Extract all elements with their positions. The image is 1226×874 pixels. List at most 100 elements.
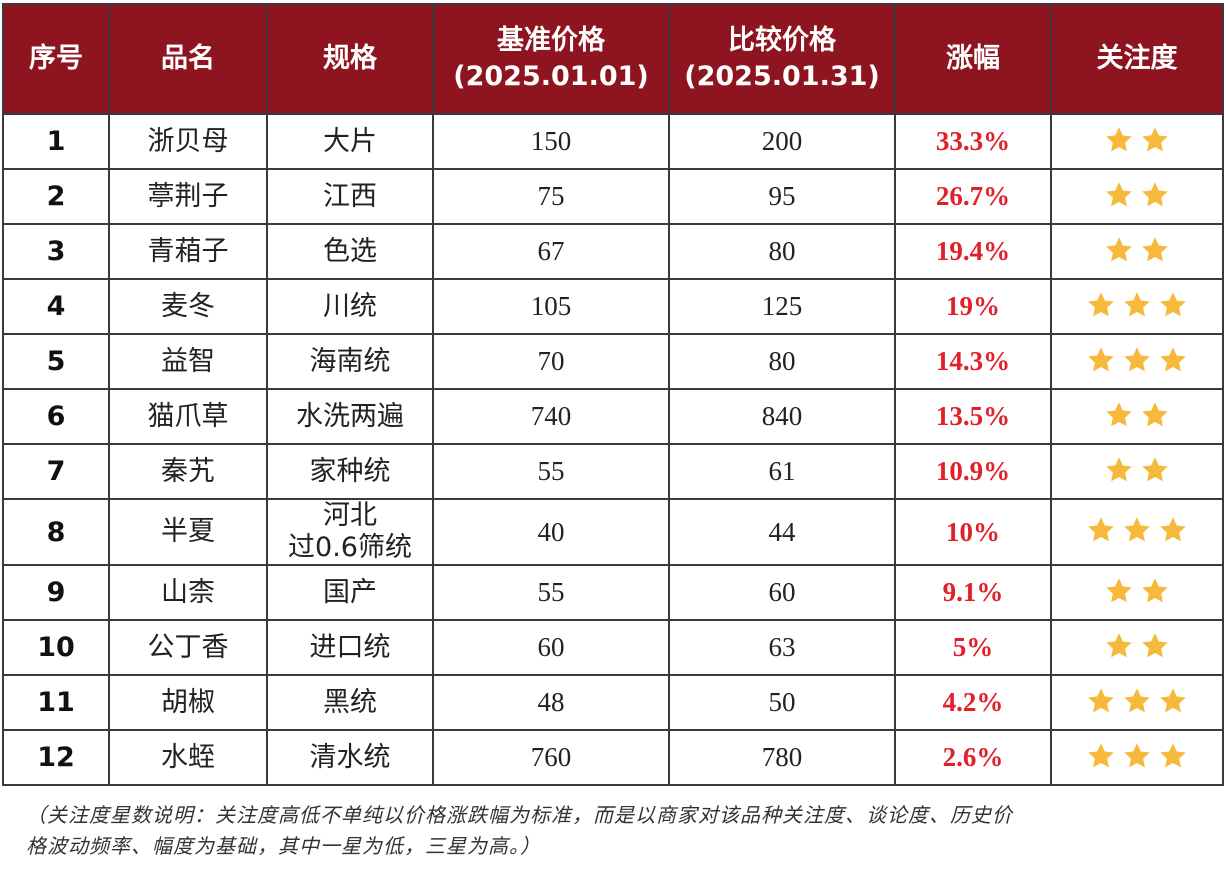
product-spec-line: 川统 [323, 290, 377, 322]
attention-rating [1050, 729, 1224, 786]
compare-price: 125 [668, 278, 896, 335]
star-icon [1104, 631, 1134, 661]
star-icon [1140, 180, 1170, 210]
product-spec: 清水统 [266, 729, 434, 786]
attention-rating [1050, 113, 1224, 170]
compare-price: 80 [668, 223, 896, 280]
star-icon [1086, 741, 1116, 771]
star-icon [1104, 125, 1134, 155]
table-row: 2 葶荆子 江西 75 95 26.7% [2, 168, 1224, 225]
attention-rating [1050, 278, 1224, 335]
attention-stars [1104, 631, 1170, 661]
row-number: 5 [2, 333, 110, 390]
star-icon [1140, 576, 1170, 606]
product-spec-line: 黑统 [323, 686, 377, 718]
compare-price: 780 [668, 729, 896, 786]
attention-note-line-2: 格波动频率、幅度为基础，其中一星为低，三星为高。） [26, 834, 541, 858]
row-number: 12 [2, 729, 110, 786]
row-number: 2 [2, 168, 110, 225]
attention-rating [1050, 443, 1224, 500]
attention-stars [1104, 125, 1170, 155]
header-compare-price: 比较价格 (2025.01.31) [668, 3, 896, 115]
attention-rating [1050, 498, 1224, 566]
compare-price: 95 [668, 168, 896, 225]
price-table: 序号 品名 规格 基准价格 (2025.01.01) 比较价格 (2025.01… [2, 3, 1224, 786]
price-change: 5% [894, 619, 1052, 676]
header-base-price-label: 基准价格 [497, 25, 605, 56]
star-icon [1122, 686, 1152, 716]
table-row: 1 浙贝母 大片 150 200 33.3% [2, 113, 1224, 170]
header-compare-price-label: 比较价格 [728, 25, 836, 56]
compare-price: 80 [668, 333, 896, 390]
header-name: 品名 [108, 3, 268, 115]
star-icon [1158, 290, 1188, 320]
row-number: 9 [2, 564, 110, 621]
header-base-price-date: (2025.01.01) [453, 61, 649, 92]
product-name: 半夏 [108, 498, 268, 566]
star-icon [1122, 741, 1152, 771]
compare-price: 63 [668, 619, 896, 676]
price-table-container: 序号 品名 规格 基准价格 (2025.01.01) 比较价格 (2025.01… [2, 3, 1224, 786]
header-compare-price-date: (2025.01.31) [684, 61, 880, 92]
star-icon [1086, 686, 1116, 716]
attention-stars [1104, 235, 1170, 265]
star-icon [1158, 515, 1188, 545]
compare-price: 61 [668, 443, 896, 500]
base-price: 740 [432, 388, 670, 445]
price-change: 4.2% [894, 674, 1052, 731]
star-icon [1104, 180, 1134, 210]
row-number: 6 [2, 388, 110, 445]
attention-stars [1086, 515, 1188, 545]
star-icon [1122, 345, 1152, 375]
star-icon [1140, 235, 1170, 265]
header-spec: 规格 [266, 3, 434, 115]
product-name: 麦冬 [108, 278, 268, 335]
compare-price: 50 [668, 674, 896, 731]
price-change: 14.3% [894, 333, 1052, 390]
header-attention: 关注度 [1050, 3, 1224, 115]
star-icon [1104, 400, 1134, 430]
product-spec: 黑统 [266, 674, 434, 731]
product-name: 浙贝母 [108, 113, 268, 170]
product-spec: 国产 [266, 564, 434, 621]
product-spec: 大片 [266, 113, 434, 170]
price-change: 10.9% [894, 443, 1052, 500]
row-number: 3 [2, 223, 110, 280]
row-number: 10 [2, 619, 110, 676]
row-number: 11 [2, 674, 110, 731]
row-number: 4 [2, 278, 110, 335]
attention-rating [1050, 564, 1224, 621]
price-change: 10% [894, 498, 1052, 566]
base-price: 40 [432, 498, 670, 566]
price-change: 33.3% [894, 113, 1052, 170]
price-change: 13.5% [894, 388, 1052, 445]
attention-stars [1086, 741, 1188, 771]
product-name: 秦艽 [108, 443, 268, 500]
star-icon [1086, 515, 1116, 545]
price-change: 9.1% [894, 564, 1052, 621]
product-spec: 海南统 [266, 333, 434, 390]
table-header-row: 序号 品名 规格 基准价格 (2025.01.01) 比较价格 (2025.01… [2, 3, 1224, 115]
base-price: 105 [432, 278, 670, 335]
base-price: 55 [432, 443, 670, 500]
attention-rating [1050, 674, 1224, 731]
product-spec-line: 色选 [323, 235, 377, 267]
star-icon [1104, 576, 1134, 606]
attention-stars [1086, 345, 1188, 375]
base-price: 67 [432, 223, 670, 280]
star-icon [1158, 741, 1188, 771]
product-spec-line: 过0.6筛统 [288, 532, 412, 563]
attention-note: （关注度星数说明：关注度高低不单纯以价格涨跌幅为标准，而是以商家对该品种关注度、… [26, 800, 1206, 862]
base-price: 55 [432, 564, 670, 621]
star-icon [1140, 125, 1170, 155]
product-spec-line: 江西 [323, 180, 377, 212]
star-icon [1122, 290, 1152, 320]
star-icon [1158, 345, 1188, 375]
product-spec: 川统 [266, 278, 434, 335]
product-name: 胡椒 [108, 674, 268, 731]
product-spec-line: 清水统 [309, 741, 391, 773]
product-spec: 水洗两遍 [266, 388, 434, 445]
attention-rating [1050, 168, 1224, 225]
base-price: 150 [432, 113, 670, 170]
star-icon [1140, 400, 1170, 430]
